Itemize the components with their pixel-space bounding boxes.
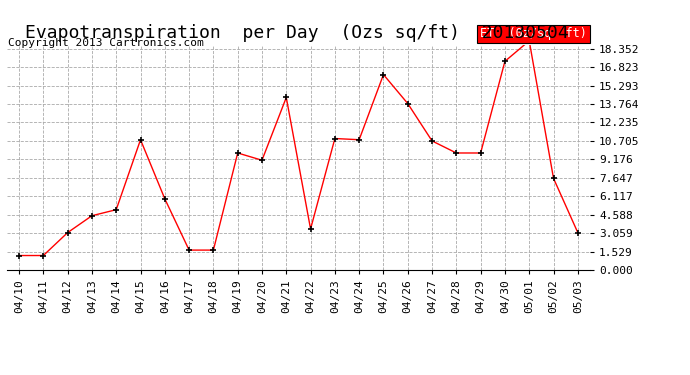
Text: Copyright 2013 Cartronics.com: Copyright 2013 Cartronics.com bbox=[8, 38, 204, 48]
Text: Evapotranspiration  per Day  (Ozs sq/ft)  20130504: Evapotranspiration per Day (Ozs sq/ft) 2… bbox=[25, 24, 569, 42]
Text: ET  (0z/sq  ft): ET (0z/sq ft) bbox=[480, 27, 587, 40]
